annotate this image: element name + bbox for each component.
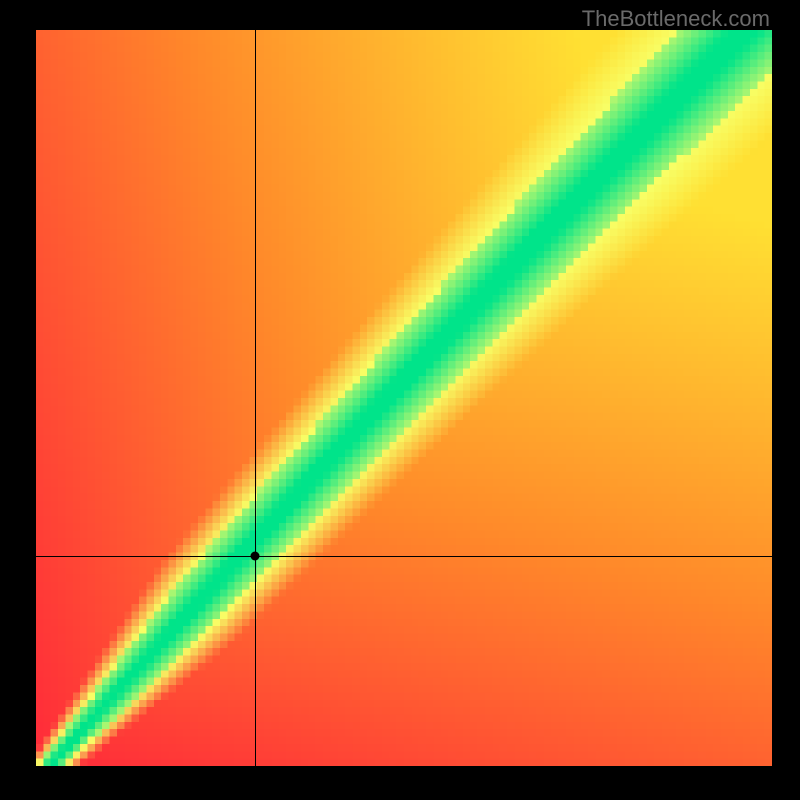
crosshair-marker bbox=[251, 552, 260, 561]
watermark-text: TheBottleneck.com bbox=[582, 6, 770, 32]
crosshair-vertical bbox=[255, 30, 256, 766]
bottleneck-heatmap bbox=[36, 30, 772, 766]
crosshair-horizontal bbox=[36, 556, 772, 557]
